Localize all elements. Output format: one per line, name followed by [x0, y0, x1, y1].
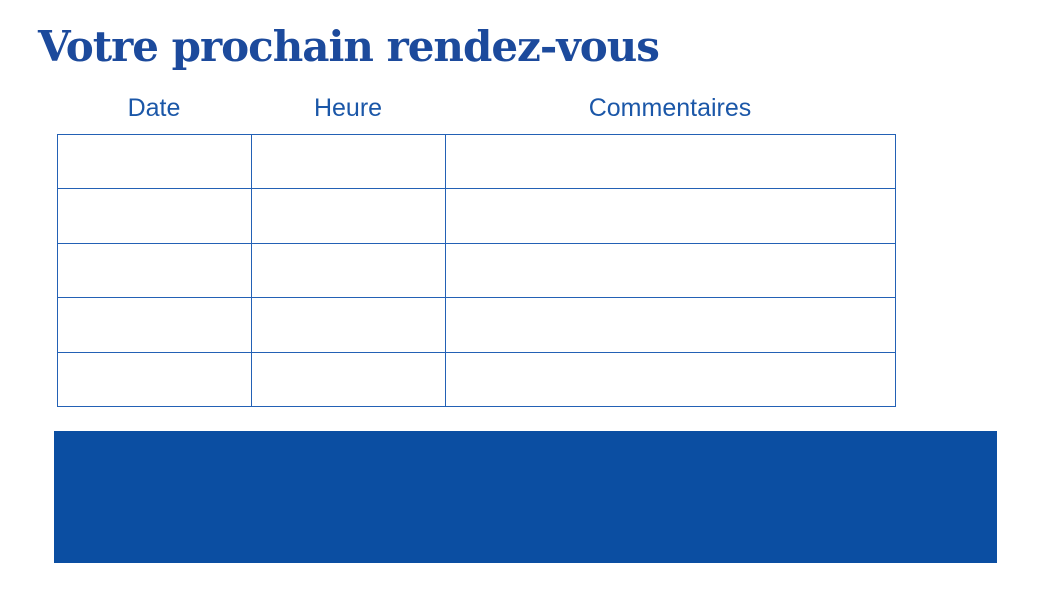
- cell-heure[interactable]: [251, 188, 446, 244]
- table-row: [57, 133, 896, 190]
- table-header-row: Date Heure Commentaires: [57, 94, 895, 123]
- bottom-banner: [54, 431, 997, 563]
- cell-date[interactable]: [57, 297, 252, 353]
- table-row: [57, 188, 896, 244]
- cell-commentaires[interactable]: [445, 242, 896, 299]
- cell-commentaires[interactable]: [445, 133, 896, 190]
- cell-commentaires[interactable]: [445, 188, 896, 244]
- cell-commentaires[interactable]: [445, 351, 896, 407]
- cell-date[interactable]: [57, 133, 252, 190]
- cell-date[interactable]: [57, 242, 252, 299]
- column-header-date: Date: [127, 94, 181, 122]
- table-row: [57, 297, 896, 353]
- page-title: Votre prochain rendez-vous: [38, 22, 660, 71]
- table-row: [57, 351, 896, 407]
- cell-date[interactable]: [57, 351, 252, 407]
- table-row: [57, 242, 896, 299]
- column-header-heure: Heure: [313, 94, 383, 122]
- cell-heure[interactable]: [251, 133, 446, 190]
- cell-heure[interactable]: [251, 242, 446, 299]
- column-header-commentaires: Commentaires: [588, 94, 752, 122]
- cell-commentaires[interactable]: [445, 297, 896, 353]
- cell-heure[interactable]: [251, 351, 446, 407]
- appointments-table: [57, 133, 896, 407]
- cell-date[interactable]: [57, 188, 252, 244]
- cell-heure[interactable]: [251, 297, 446, 353]
